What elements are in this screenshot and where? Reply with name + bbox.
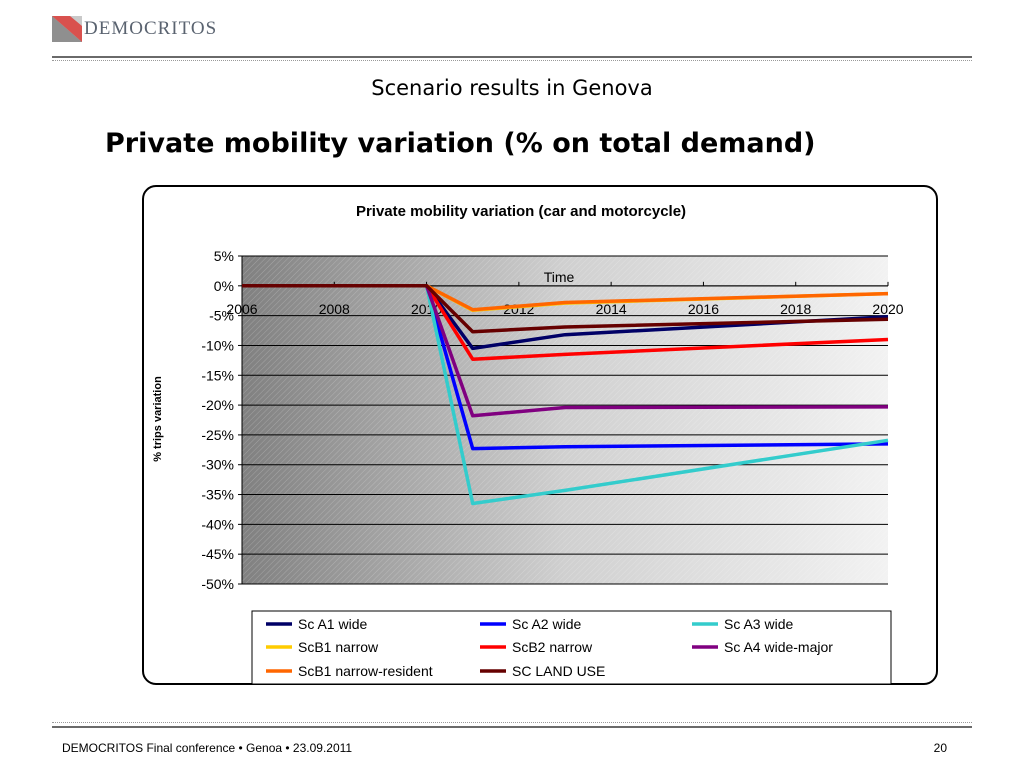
logo-mark-icon xyxy=(52,16,82,42)
legend-label: ScB1 narrow-resident xyxy=(298,663,433,679)
logo-text: DEMOCRITOS xyxy=(84,18,218,39)
y-tick-label: -20% xyxy=(201,397,234,413)
x-axis-ticks: 2006 2008 2010 2012 2014 2016 2018 2020 xyxy=(226,281,904,317)
footer-rule-dotted xyxy=(52,722,972,723)
footer-rule xyxy=(52,726,972,728)
y-axis-label: % trips variation xyxy=(152,376,164,462)
line-chart: Private mobility variation (car and moto… xyxy=(152,203,904,685)
x-tick-label: 2008 xyxy=(319,301,350,317)
y-axis-ticks: 5% 0% -5% -10% -15% -20% -25% -30% -35% -40% -45% -… xyxy=(201,248,243,592)
y-tick-label: -35% xyxy=(201,487,234,503)
y-tick-label: 5% xyxy=(214,248,234,264)
x-tick-label: 2020 xyxy=(872,301,903,317)
chart-container: Private mobility variation (car and moto… xyxy=(142,185,938,685)
slide-subtitle: Scenario results in Genova xyxy=(371,76,653,100)
y-tick-label: -25% xyxy=(201,427,234,443)
chart-title: Private mobility variation (car and moto… xyxy=(356,203,686,220)
header-rule xyxy=(52,56,972,58)
y-tick-label: -10% xyxy=(201,337,234,353)
legend: Sc A1 wide Sc A2 wide Sc A3 wide ScB1 narro… xyxy=(266,616,833,679)
y-tick-label: -40% xyxy=(201,516,234,532)
y-tick-label: -30% xyxy=(201,457,234,473)
x-tick-label: 2014 xyxy=(596,301,627,317)
slide-title: Private mobility variation (% on total d… xyxy=(105,128,816,159)
x-tick-label: 2006 xyxy=(226,301,257,317)
legend-label: Sc A4 wide-major xyxy=(724,639,833,655)
legend-label: Sc A1 wide xyxy=(298,616,367,632)
x-tick-label: 2016 xyxy=(688,301,719,317)
series-lines xyxy=(242,284,889,506)
page-number: 20 xyxy=(933,741,947,755)
y-tick-label: -15% xyxy=(201,367,234,383)
legend-label: Sc A3 wide xyxy=(724,616,793,632)
plot-area xyxy=(242,256,888,584)
header-rule-dotted xyxy=(52,60,972,61)
y-tick-label: -5% xyxy=(209,308,234,324)
plot-texture xyxy=(242,256,888,584)
y-tick-label: -50% xyxy=(201,576,234,592)
x-tick-label: 2018 xyxy=(780,301,811,317)
x-axis-label: Time xyxy=(544,269,575,285)
series-line xyxy=(242,284,889,334)
legend-label: ScB1 narrow xyxy=(298,639,379,655)
legend-label: SC LAND USE xyxy=(512,663,605,679)
y-tick-label: 0% xyxy=(214,278,234,294)
legend-label: ScB2 narrow xyxy=(512,639,593,655)
democritos-logo xyxy=(52,16,82,42)
y-tick-label: -45% xyxy=(201,546,234,562)
legend-label: Sc A2 wide xyxy=(512,616,581,632)
legend-box xyxy=(251,610,892,685)
footer-text: DEMOCRITOS Final conference • Genoa • 23… xyxy=(62,741,353,755)
